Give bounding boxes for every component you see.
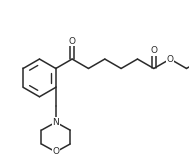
Text: O: O (150, 46, 157, 55)
Text: O: O (167, 55, 174, 64)
Text: O: O (52, 147, 59, 156)
Text: O: O (69, 37, 76, 46)
Text: N: N (52, 118, 59, 127)
